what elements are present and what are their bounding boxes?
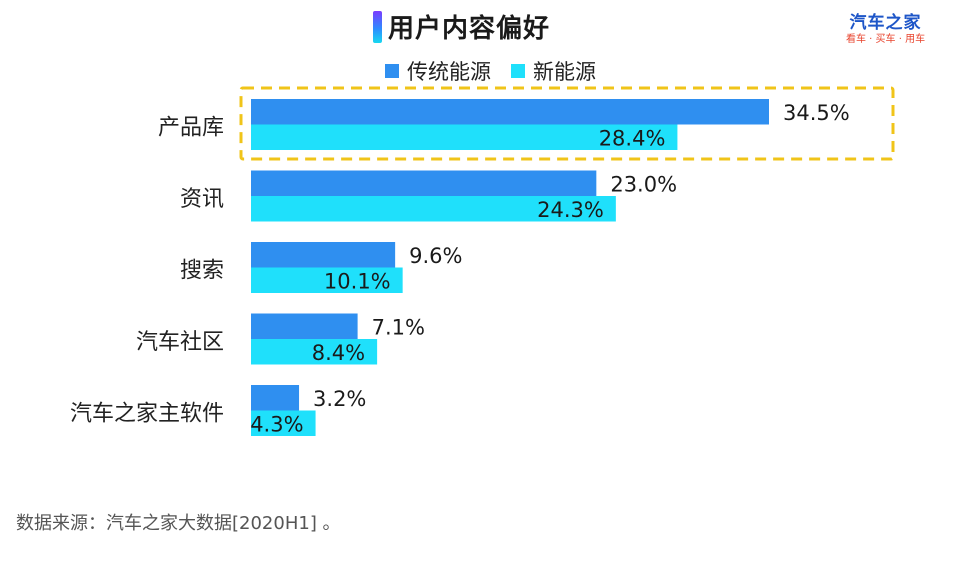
legend-label-series-2: 新能源 xyxy=(533,60,596,84)
bar xyxy=(251,339,378,365)
highlight-frame xyxy=(239,86,895,161)
brand-slogan: 看车 · 买车 · 用车 xyxy=(846,34,926,45)
bar xyxy=(251,99,769,125)
bar xyxy=(251,313,358,339)
data-label: 8.4% xyxy=(312,341,365,365)
data-label: 4.3% xyxy=(250,412,303,436)
data-label: 28.4% xyxy=(599,126,666,150)
legend-swatch-series-1 xyxy=(385,64,399,78)
chart-title-group: 用户内容偏好 xyxy=(373,8,550,45)
brand-name: 汽车之家 xyxy=(849,13,922,33)
bar xyxy=(251,267,403,293)
data-label: 7.1% xyxy=(372,315,425,339)
bar xyxy=(251,410,316,436)
data-source-note: 数据来源：汽车之家大数据[2020H1] 。 xyxy=(16,513,341,534)
data-label: 24.3% xyxy=(537,198,604,222)
legend-item-series-2: 新能源 xyxy=(511,56,596,86)
title-accent-bar xyxy=(373,10,382,43)
category-label: 汽车社区 xyxy=(136,330,224,355)
category-label: 资讯 xyxy=(180,187,224,212)
bar-chart: 产品库 34.5% 28.4% 资讯 23.0%24.3% 搜索 9.6% 10.1% 汽车社区… xyxy=(70,86,895,436)
bar xyxy=(251,242,396,268)
category-label: 搜索 xyxy=(180,259,224,284)
bar xyxy=(251,170,597,196)
brand-logo: 汽车之家 看车 · 买车 · 用车 xyxy=(846,14,925,46)
legend-swatch-series-2 xyxy=(511,64,525,78)
legend-item-series-1: 传统能源 xyxy=(385,56,491,86)
data-label: 9.6% xyxy=(409,244,462,268)
category-label: 产品库 xyxy=(158,116,224,141)
data-label: 10.1% xyxy=(324,269,391,293)
category-label: 汽车之家主软件 xyxy=(70,402,224,427)
data-label: 34.5% xyxy=(783,101,850,125)
chart-title: 用户内容偏好 xyxy=(388,14,551,44)
data-label: 3.2% xyxy=(313,387,366,411)
chart-legend: 传统能源 新能源 xyxy=(385,56,616,86)
bar xyxy=(251,196,616,222)
bar xyxy=(251,385,300,411)
bar xyxy=(251,124,678,150)
legend-label-series-1: 传统能源 xyxy=(407,60,491,84)
data-label: 23.0% xyxy=(610,172,677,196)
